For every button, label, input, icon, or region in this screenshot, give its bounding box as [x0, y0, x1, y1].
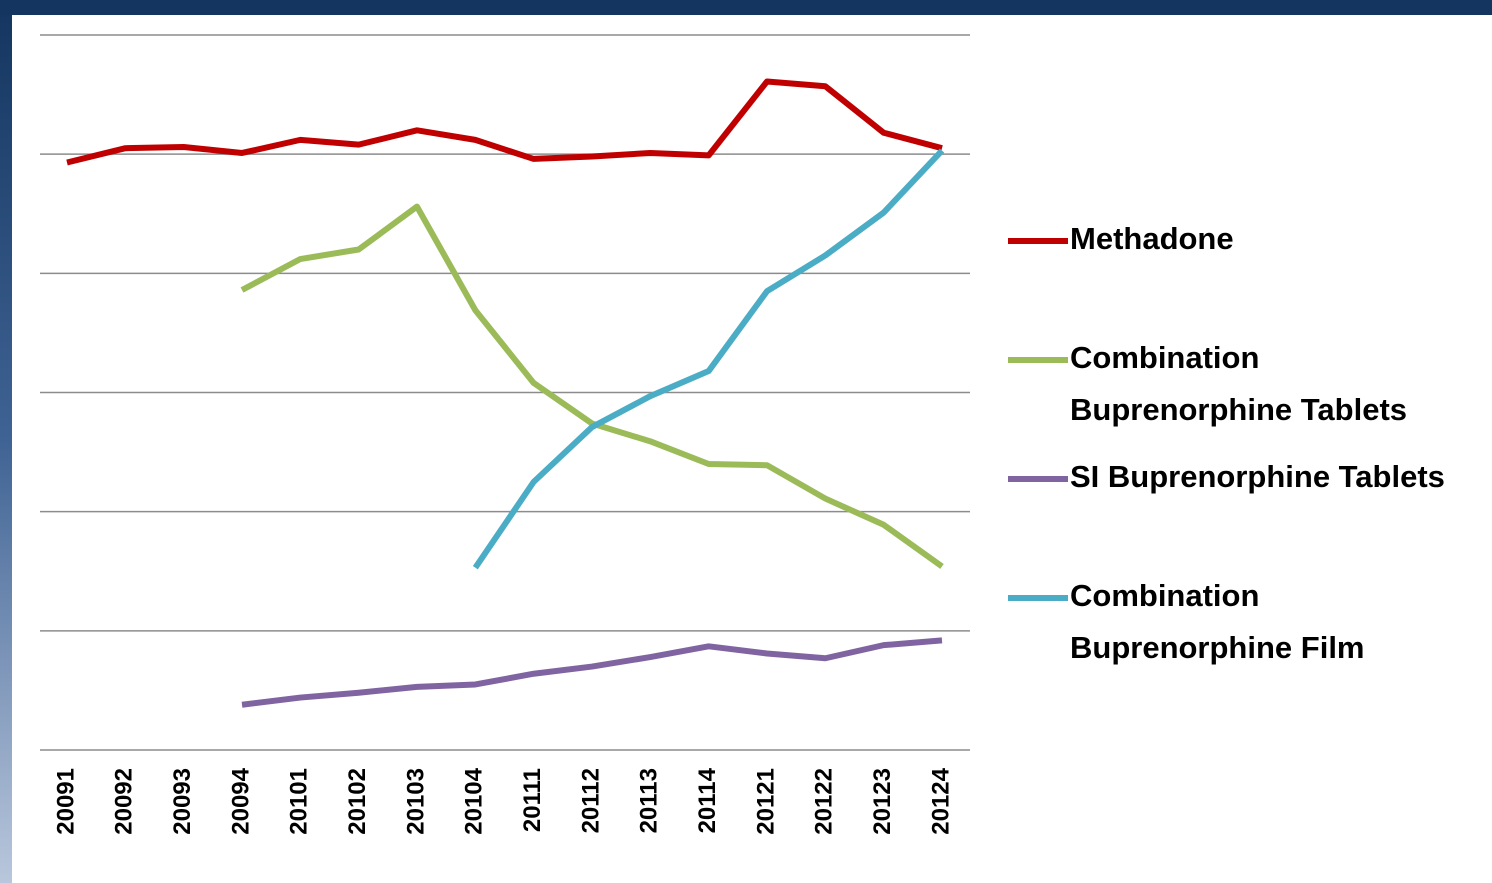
x-tick-label: 20091: [52, 768, 79, 835]
top-bar: [0, 0, 1492, 15]
legend-label: Combination Buprenorphine Film: [1070, 578, 1365, 665]
x-tick-label: 20113: [636, 768, 663, 833]
x-tick-label: 20111: [519, 768, 546, 832]
x-tick-label: 20104: [461, 767, 488, 834]
x-tick-label: 20094: [227, 767, 254, 834]
series-line: [66, 78, 943, 166]
legend-line: Buprenorphine Film: [1070, 630, 1365, 665]
series-line: [240, 203, 944, 569]
x-tick-label: 20093: [169, 768, 196, 835]
legend-line: Combination: [1070, 578, 1259, 613]
x-tick-label: 20114: [694, 767, 721, 833]
plot-background: [12, 15, 1492, 883]
series-line: [472, 148, 945, 570]
legend-label: Combination Buprenorphine Tablets: [1070, 340, 1407, 427]
legend-line: Methadone: [1070, 221, 1234, 256]
x-tick-label: 20122: [811, 768, 838, 835]
x-tick-label: 20123: [869, 768, 896, 835]
x-tick-label: 20121: [752, 768, 779, 835]
x-tick-label: 20102: [344, 768, 371, 835]
series-line: [241, 637, 943, 708]
x-tick-label: 20112: [577, 768, 604, 833]
x-tick-label: 20101: [286, 768, 313, 835]
legend-label: Methadone: [1070, 221, 1234, 256]
legend-line: Combination: [1070, 340, 1259, 375]
x-tick-label: 20103: [402, 768, 429, 835]
legend-line: SI Buprenorphine Tablets: [1070, 459, 1445, 494]
x-tick-label: 20124: [927, 767, 954, 834]
legend-line: Buprenorphine Tablets: [1070, 392, 1407, 427]
legend-label: SI Buprenorphine Tablets: [1070, 459, 1445, 494]
x-tick-label: 20092: [111, 768, 138, 835]
